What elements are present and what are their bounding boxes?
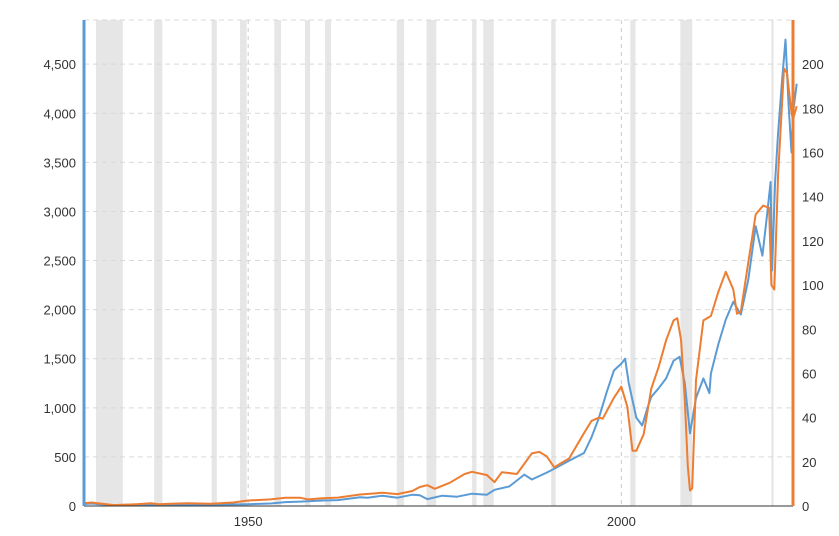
recession-band bbox=[551, 20, 556, 506]
recession-band bbox=[472, 20, 477, 506]
recession-band bbox=[304, 20, 311, 506]
recession-band bbox=[239, 20, 247, 506]
left-axis-series-line bbox=[83, 38, 798, 507]
left-axis-tick-label: 4,000 bbox=[43, 106, 76, 121]
left-axis-tick-label: 1,000 bbox=[43, 401, 76, 416]
horizontal-gridlines bbox=[84, 19, 793, 458]
series-lines bbox=[83, 38, 798, 507]
left-axis-tick-label: 4,500 bbox=[43, 57, 76, 72]
left-axis-tick-label: 3,000 bbox=[43, 204, 76, 219]
left-axis-tick-label: 0 bbox=[69, 499, 76, 514]
x-axis-tick-labels: 1950 2000 bbox=[234, 514, 636, 529]
vertical-gridlines bbox=[247, 20, 622, 506]
recession-band bbox=[154, 20, 163, 506]
recession-band bbox=[630, 20, 636, 506]
left-axis-tick-label: 3,500 bbox=[43, 155, 76, 170]
recession-band bbox=[680, 20, 693, 506]
right-axis-tick-labels: 0 20 40 60 80 100 120 140 160 180 200 bbox=[802, 57, 824, 514]
right-axis-tick-label: 60 bbox=[802, 366, 816, 381]
recession-bands bbox=[95, 20, 774, 506]
right-axis-tick-label: 180 bbox=[802, 101, 824, 116]
right-axis-tick-label: 100 bbox=[802, 278, 824, 293]
axes bbox=[82, 20, 795, 507]
right-axis-tick-label: 40 bbox=[802, 411, 816, 426]
x-axis-tick-label: 1950 bbox=[234, 514, 263, 529]
recession-band bbox=[95, 20, 123, 506]
right-axis-series-line bbox=[83, 67, 798, 507]
right-axis-tick-label: 120 bbox=[802, 234, 824, 249]
recession-band bbox=[396, 20, 405, 506]
x-axis-tick-label: 2000 bbox=[607, 514, 636, 529]
recession-band bbox=[325, 20, 332, 506]
left-axis-tick-label: 500 bbox=[54, 450, 76, 465]
left-axis-tick-label: 2,000 bbox=[43, 303, 76, 318]
right-axis-tick-label: 200 bbox=[802, 57, 824, 72]
right-axis-tick-label: 80 bbox=[802, 322, 816, 337]
right-axis-tick-label: 140 bbox=[802, 190, 824, 205]
recession-band bbox=[274, 20, 282, 506]
right-axis-tick-label: 160 bbox=[802, 146, 824, 161]
recession-band bbox=[483, 20, 494, 506]
recession-band bbox=[426, 20, 437, 506]
left-axis-tick-label: 1,500 bbox=[43, 352, 76, 367]
right-axis-tick-label: 20 bbox=[802, 455, 816, 470]
left-axis-tick-labels: 0 500 1,000 1,500 2,000 2,500 3,000 3,500 4,000 4… bbox=[43, 57, 76, 514]
recession-band bbox=[211, 20, 217, 506]
right-axis-tick-label: 0 bbox=[802, 499, 809, 514]
left-axis-tick-label: 2,500 bbox=[43, 254, 76, 269]
